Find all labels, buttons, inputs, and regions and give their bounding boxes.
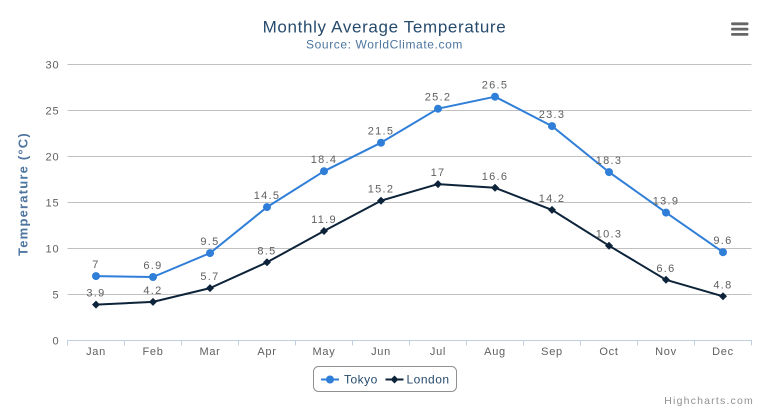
- svg-text:7: 7: [92, 259, 99, 271]
- svg-text:15.2: 15.2: [368, 184, 395, 196]
- svg-text:Temperature (°C): Temperature (°C): [16, 132, 31, 256]
- svg-text:8.5: 8.5: [257, 245, 276, 257]
- svg-text:25: 25: [45, 106, 59, 118]
- svg-text:21.5: 21.5: [368, 126, 395, 138]
- svg-text:25.2: 25.2: [425, 92, 452, 104]
- svg-text:4.2: 4.2: [143, 285, 162, 297]
- svg-text:15: 15: [45, 198, 59, 210]
- svg-text:6.6: 6.6: [656, 263, 675, 275]
- svg-text:Jul: Jul: [430, 346, 446, 358]
- svg-text:6.9: 6.9: [143, 260, 162, 272]
- svg-text:Highcharts.com: Highcharts.com: [664, 395, 754, 407]
- svg-text:16.6: 16.6: [482, 171, 509, 183]
- svg-text:9.6: 9.6: [713, 235, 732, 247]
- svg-text:Dec: Dec: [712, 346, 734, 358]
- svg-text:13.9: 13.9: [653, 196, 680, 208]
- svg-text:9.5: 9.5: [200, 236, 219, 248]
- svg-text:Jun: Jun: [371, 346, 391, 358]
- svg-text:23.3: 23.3: [539, 109, 566, 121]
- svg-text:Mar: Mar: [199, 346, 220, 358]
- svg-text:10: 10: [45, 244, 59, 256]
- svg-text:Aug: Aug: [484, 346, 506, 358]
- svg-text:4.8: 4.8: [713, 279, 732, 291]
- svg-text:20: 20: [45, 152, 59, 164]
- svg-text:10.3: 10.3: [596, 229, 623, 241]
- svg-text:May: May: [313, 346, 336, 358]
- svg-text:18.4: 18.4: [311, 154, 338, 166]
- svg-text:Jan: Jan: [86, 346, 106, 358]
- svg-text:11.9: 11.9: [311, 214, 337, 226]
- svg-text:5.7: 5.7: [200, 271, 219, 283]
- svg-text:5: 5: [52, 290, 59, 302]
- svg-text:14.2: 14.2: [539, 193, 566, 205]
- svg-text:Feb: Feb: [142, 346, 163, 358]
- svg-text:Oct: Oct: [599, 346, 618, 358]
- svg-text:3.9: 3.9: [86, 288, 105, 300]
- svg-text:Nov: Nov: [655, 346, 677, 358]
- svg-text:18.3: 18.3: [596, 155, 623, 167]
- svg-text:Apr: Apr: [257, 346, 276, 358]
- svg-text:London: London: [407, 373, 450, 387]
- svg-text:Source: WorldClimate.com: Source: WorldClimate.com: [306, 38, 463, 52]
- svg-text:0: 0: [52, 336, 59, 348]
- svg-text:Sep: Sep: [541, 346, 563, 358]
- svg-text:30: 30: [45, 60, 59, 72]
- svg-text:Monthly Average Temperature: Monthly Average Temperature: [263, 18, 507, 37]
- svg-text:17: 17: [431, 167, 446, 179]
- svg-text:26.5: 26.5: [482, 80, 509, 92]
- svg-text:14.5: 14.5: [254, 190, 281, 202]
- svg-text:Tokyo: Tokyo: [344, 373, 378, 387]
